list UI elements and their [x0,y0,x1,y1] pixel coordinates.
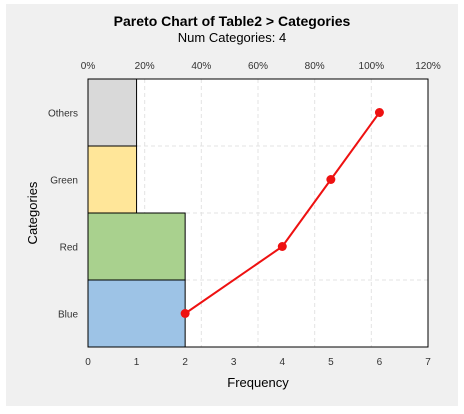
bar-green [87,145,138,214]
category-label-blue: Blue [58,310,78,321]
cumulative-point-blue [180,309,190,318]
x-tick-label: 4 [280,357,286,368]
pareto-chart: Pareto Chart of Table2 > Categories Num … [25,13,441,390]
x-tick-label: 5 [328,357,334,368]
category-labels: Blue Red Green Others [48,109,78,321]
x-tick-label: 2 [182,357,188,368]
percent-tick-labels: 0% 20% 40% 60% 80% 100% 120% [81,61,441,72]
bar-red [87,212,186,281]
percent-tick-label: 120% [415,61,441,72]
cumulative-point-red [277,242,287,251]
cumulative-line-path [184,111,381,315]
x-axis-label: Frequency [227,375,289,390]
chart-title: Pareto Chart of Table2 > Categories [114,13,351,29]
cumulative-point-green [326,175,336,184]
x-tick-label: 0 [85,357,91,368]
bar-blue [87,279,186,348]
y-axis-label: Categories [25,181,40,244]
percent-tick-label: 40% [191,61,211,72]
category-label-others: Others [48,109,78,120]
plot-border [87,78,429,348]
chart-subtitle: Num Categories: 4 [178,30,286,45]
percent-tick-label: 80% [305,61,325,72]
cumulative-line [180,108,384,318]
bar-others [87,78,138,147]
percent-tick-label: 20% [135,61,155,72]
x-tick-label: 6 [377,357,383,368]
x-tick-label: 1 [134,357,140,368]
cumulative-point-others [374,108,384,117]
percent-tick-label: 60% [248,61,268,72]
percent-tick-label: 0% [81,61,96,72]
x-tick-label: 7 [425,357,431,368]
x-tick-labels: 0 1 2 3 4 5 6 7 [85,357,431,368]
category-label-green: Green [50,176,78,187]
chart-frame: Pareto Chart of Table2 > Categories Num … [6,4,458,406]
x-tick-label: 3 [231,357,237,368]
percent-tick-label: 100% [359,61,385,72]
category-label-red: Red [60,243,78,254]
